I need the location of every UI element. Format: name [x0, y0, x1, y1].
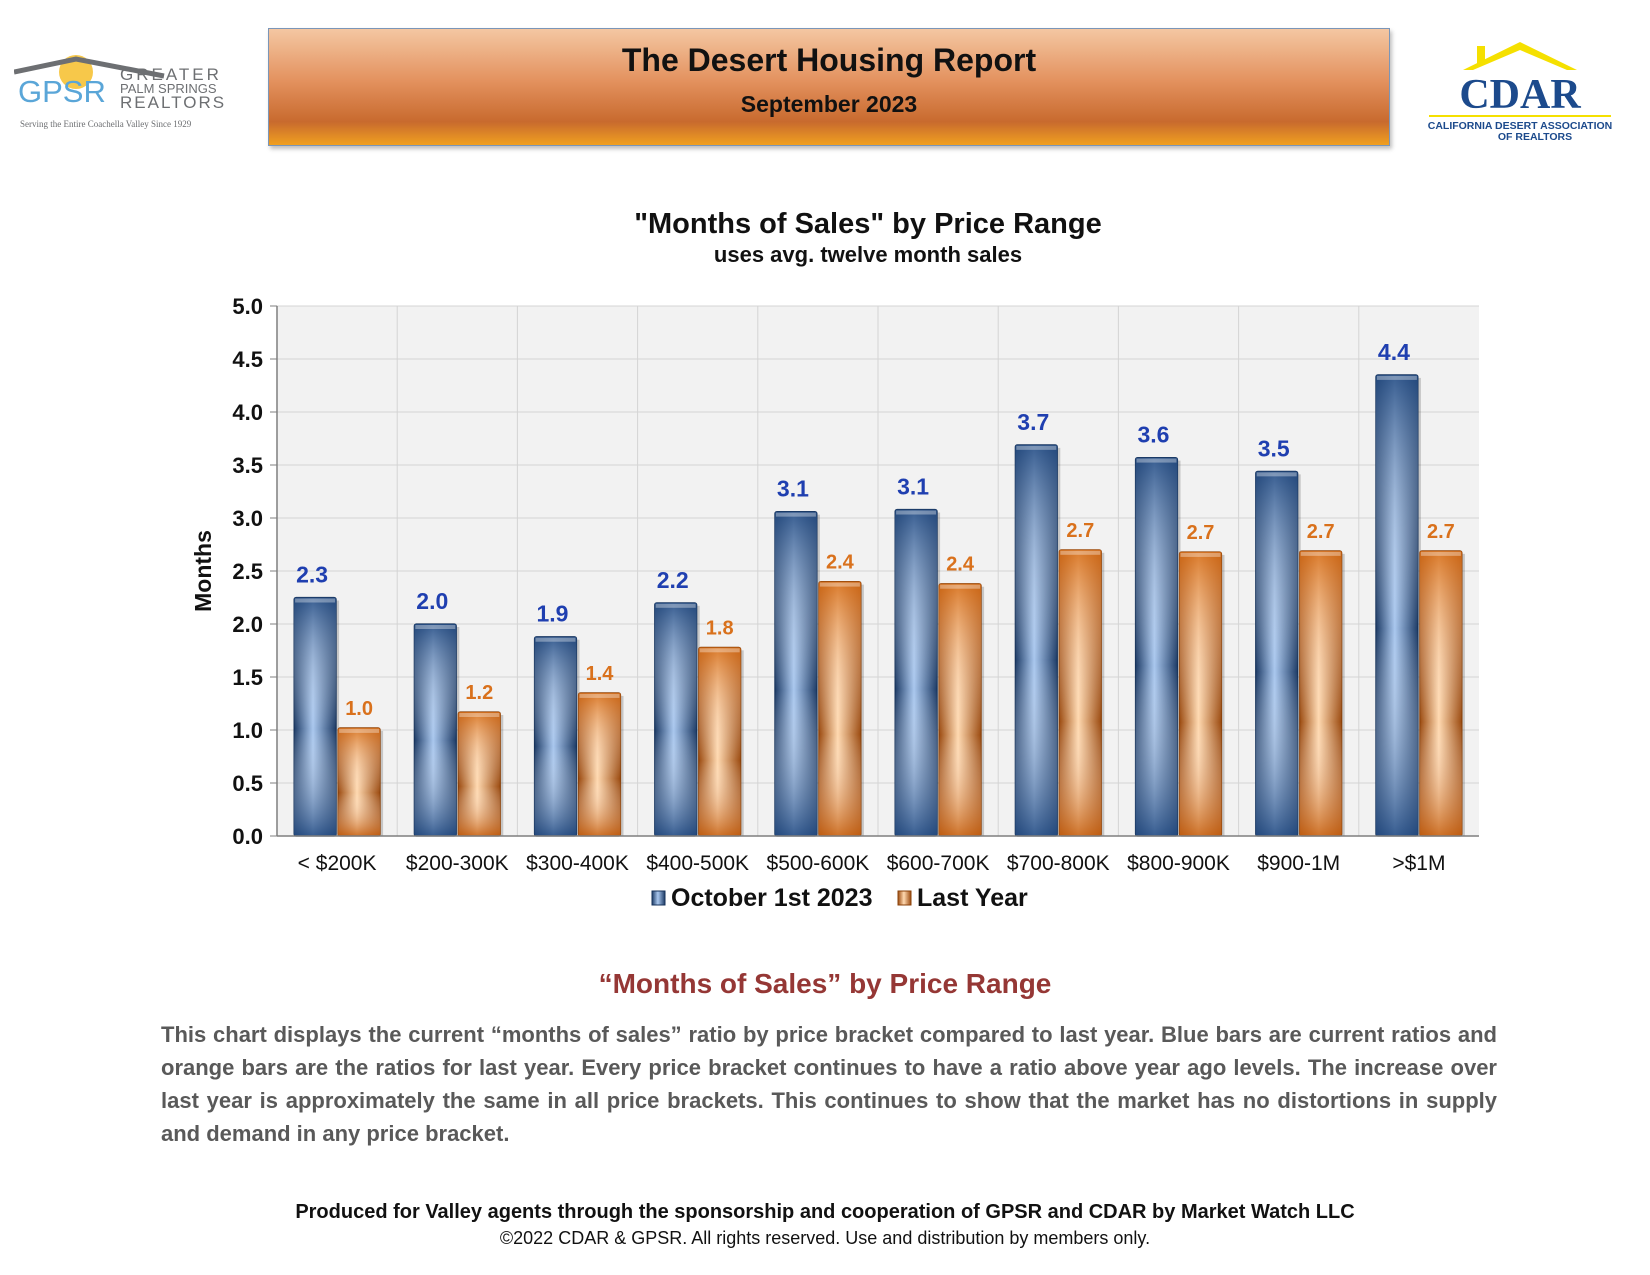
y-tick-label: 2.5: [232, 559, 263, 584]
bar-current-2: [533, 636, 580, 837]
x-tick-label: $300-400K: [526, 852, 629, 875]
data-label-current-1: 2.0: [416, 588, 448, 614]
bar-current-5: [894, 508, 941, 837]
chart-subtitle: uses avg. twelve month sales: [714, 242, 1022, 267]
data-label-last-year-2: 1.4: [586, 663, 615, 685]
x-tick-label: $700-800K: [1007, 852, 1110, 875]
report-subtitle: September 2023: [740, 91, 918, 117]
data-label-current-3: 2.2: [657, 567, 689, 593]
bar-last-year-0: [337, 727, 384, 837]
legend-item-1: Last Year: [897, 884, 1028, 912]
data-label-current-4: 3.1: [777, 476, 809, 502]
report-title: The Desert Housing Report: [621, 42, 1037, 78]
bar-current-9: [1375, 374, 1421, 837]
months-of-sales-chart: "Months of Sales" by Price Range uses av…: [190, 208, 1479, 912]
bar-last-year-2: [577, 692, 624, 837]
y-tick-label: 5.0: [232, 294, 263, 319]
y-tick-label: 3.5: [232, 453, 263, 478]
bar-current-6: [1014, 444, 1061, 837]
section-heading: “Months of Sales” by Price Range: [598, 968, 1052, 999]
y-tick-label: 4.5: [232, 347, 263, 372]
data-label-last-year-7: 2.7: [1187, 522, 1215, 544]
x-tick-label: $400-500K: [646, 852, 749, 875]
x-tick-label: $800-900K: [1127, 852, 1230, 875]
x-tick-label: $200-300K: [406, 852, 509, 875]
y-axis-label: Months: [190, 530, 216, 612]
bar-last-year-6: [1058, 549, 1105, 837]
bar-current-8: [1255, 470, 1301, 837]
gpsr-letters: GPSR: [18, 74, 106, 109]
data-label-current-9: 4.4: [1378, 339, 1410, 365]
data-labels: 2.3 1.0 2.0 1.2 1.9 1.4 2.2 1.8 3.1 2.4 3.1 2.4 3.7 2…: [296, 339, 1455, 720]
data-label-last-year-0: 1.0: [345, 698, 373, 720]
bar-current-3: [654, 602, 700, 837]
cdar-logo: CDAR CALIFORNIA DESERT ASSOCIATION OF RE…: [1428, 42, 1613, 143]
data-label-last-year-6: 2.7: [1066, 520, 1094, 542]
legend-swatch: [651, 890, 666, 906]
data-label-last-year-8: 2.7: [1307, 521, 1335, 543]
footer-produced-by: Produced for Valley agents through the s…: [295, 1201, 1355, 1223]
report-banner: The Desert Housing Report September 2023: [268, 28, 1390, 146]
x-tick-label: < $200K: [298, 852, 377, 875]
gpsr-tagline: Serving the Entire Coachella Valley Sinc…: [20, 119, 192, 129]
data-label-current-5: 3.1: [897, 474, 929, 500]
data-label-current-6: 3.7: [1017, 409, 1049, 435]
legend: October 1st 2023 Last Year: [651, 884, 1028, 912]
bar-current-7: [1134, 456, 1181, 837]
bar-last-year-4: [818, 581, 864, 837]
bar-current-1: [413, 623, 460, 837]
gpsr-logo: GPSR GREATER PALM SPRINGS REALTORS Servi…: [14, 55, 226, 129]
y-tick-label: 3.0: [232, 506, 263, 531]
cdar-letters: CDAR: [1459, 72, 1581, 118]
bar-last-year-1: [457, 711, 504, 837]
data-label-last-year-9: 2.7: [1427, 521, 1455, 543]
bar-last-year-3: [698, 646, 744, 837]
legend-label: October 1st 2023: [671, 884, 873, 912]
bar-last-year-5: [938, 583, 985, 837]
bar-current-0: [293, 596, 340, 837]
chart-title: "Months of Sales" by Price Range: [634, 208, 1101, 240]
legend-item-0: October 1st 2023: [651, 884, 873, 912]
cdar-line1: CALIFORNIA DESERT ASSOCIATION: [1428, 120, 1613, 132]
x-tick-label: $500-600K: [767, 852, 870, 875]
gpsr-line1: GREATER: [120, 65, 222, 84]
data-label-current-7: 3.6: [1138, 422, 1170, 448]
data-label-last-year-5: 2.4: [946, 554, 975, 576]
data-label-current-2: 1.9: [537, 601, 569, 627]
y-tick-label: 1.0: [232, 718, 263, 743]
footer-copyright: ©2022 CDAR & GPSR. All rights reserved. …: [499, 1228, 1151, 1248]
y-tick-label: 1.5: [232, 665, 263, 690]
x-tick-label: $600-700K: [887, 852, 990, 875]
bars: [293, 374, 1465, 837]
y-tick-label: 4.0: [232, 400, 263, 425]
bar-last-year-8: [1299, 550, 1345, 837]
data-label-current-8: 3.5: [1258, 435, 1290, 461]
y-tick-label: 2.0: [232, 612, 263, 637]
x-tick-label: $900-1M: [1257, 852, 1340, 875]
gpsr-line3: REALTORS: [120, 93, 226, 112]
y-tick-label: 0.0: [232, 824, 263, 849]
legend-swatch: [897, 890, 912, 906]
legend-label: Last Year: [917, 884, 1028, 912]
data-label-current-0: 2.3: [296, 562, 328, 588]
bar-last-year-9: [1419, 550, 1465, 837]
axes: 0.0 0.5 1.0 1.5 2.0 2.5 3.0 3.5 4.0 4.5 5.0 < $200K…: [232, 294, 1479, 875]
bar-last-year-7: [1178, 551, 1225, 837]
description-text: This chart displays the current “months …: [161, 1022, 1497, 1146]
bar-current-4: [774, 511, 820, 837]
data-label-last-year-4: 2.4: [826, 552, 855, 574]
gpsr-line2: PALM SPRINGS: [120, 81, 217, 96]
data-label-last-year-1: 1.2: [465, 682, 493, 704]
cdar-line2: OF REALTORS: [1498, 131, 1572, 143]
y-tick-label: 0.5: [232, 771, 263, 796]
data-label-last-year-3: 1.8: [706, 617, 734, 639]
x-tick-label: >$1M: [1392, 852, 1445, 875]
